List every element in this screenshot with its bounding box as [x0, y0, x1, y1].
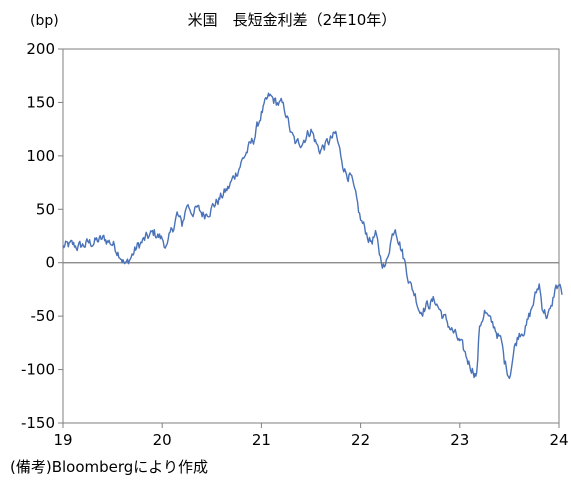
x-tick-label: 22 [351, 431, 370, 449]
plot-area-frame [62, 48, 560, 424]
y-tick-label: -100 [21, 361, 55, 379]
series-line [62, 92, 563, 380]
chart-title: 米国 長短金利差（2年10年） [188, 11, 397, 29]
x-axis: 19 20 21 22 23 24 [53, 423, 569, 449]
y-tick-label: -50 [31, 307, 56, 325]
y-tick-label: 200 [26, 40, 55, 58]
x-tick-label: 23 [450, 431, 469, 449]
source-note: (備考)Bloombergにより作成 [10, 458, 208, 476]
y-axis: 200 150 100 50 0 -50 -100 -150 [21, 40, 63, 432]
x-tick-label: 20 [153, 431, 172, 449]
x-tick-label: 24 [549, 431, 568, 449]
x-tick-label: 21 [252, 431, 271, 449]
y-axis-unit-label: (bp) [30, 13, 59, 29]
y-tick-label: 100 [26, 147, 55, 165]
x-tick-label: 19 [53, 431, 72, 449]
series-layer [62, 92, 563, 380]
y-tick-label: 0 [45, 254, 55, 272]
y-tick-label: -150 [21, 414, 55, 432]
y-tick-label: 150 [26, 93, 55, 111]
y-tick-label: 50 [36, 200, 55, 218]
